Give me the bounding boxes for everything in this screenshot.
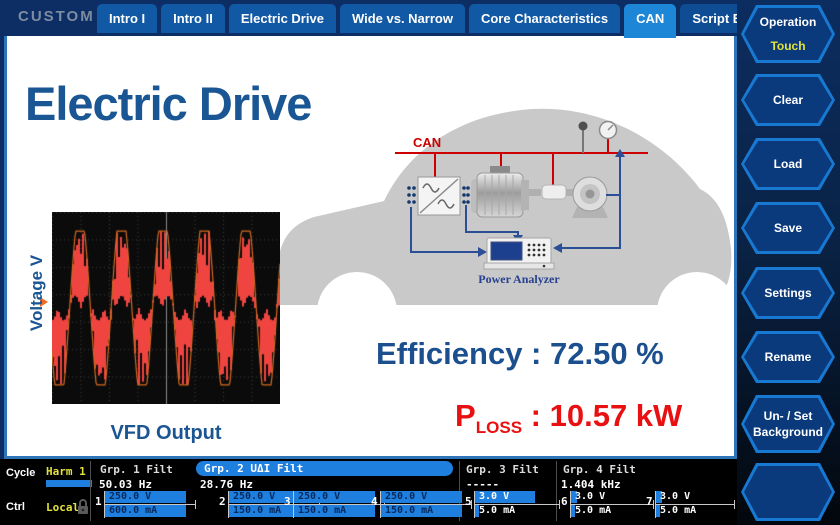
custom-mode-label: CUSTOM <box>18 8 95 25</box>
tab-electric-drive[interactable]: Electric Drive <box>228 4 336 33</box>
voltage-range-bar <box>475 491 536 503</box>
channel-2-range[interactable]: 250.0 V 150.0 mA <box>228 491 320 518</box>
group-1-header[interactable]: Grp. 1 Filt <box>100 463 173 476</box>
group-2-header[interactable]: Grp. 2 UΔI Filt <box>196 461 453 476</box>
load-button[interactable]: Load <box>741 138 835 190</box>
group-1-frequency: 50.03 Hz <box>99 478 152 491</box>
cycle-label: Cycle <box>6 467 36 479</box>
save-button[interactable]: Save <box>741 202 835 254</box>
coupling-icon <box>541 184 575 200</box>
touch-mode-label: Touch <box>770 38 806 53</box>
operation-button[interactable]: Operation Touch <box>741 5 835 63</box>
can-bus-label: CAN <box>413 135 441 150</box>
voltage-range-bar <box>656 491 663 503</box>
ctrl-value: Local <box>46 501 80 514</box>
channel-1-range[interactable]: 250.0 V 600.0 mA <box>104 491 196 518</box>
touch-lock-icon[interactable] <box>76 498 90 515</box>
current-range-bar <box>105 505 186 517</box>
voltage-range-bar <box>571 491 578 503</box>
current-range-bar <box>294 505 375 517</box>
channel-3-range[interactable]: 250.0 V 150.0 mA <box>293 491 385 518</box>
channel-5-number: 5 <box>465 495 472 508</box>
measurement-lines <box>410 156 621 253</box>
drivetrain-diagram: CAN <box>277 108 733 310</box>
tab-strip: Intro I Intro II Electric Drive Wide vs.… <box>97 4 783 38</box>
tab-intro-2[interactable]: Intro II <box>161 4 225 33</box>
unset-background-button[interactable]: Un- / Set Background <box>741 395 835 453</box>
channel-7-range[interactable]: 3.0 V 5.0 mA <box>655 491 735 518</box>
channel-6-number: 6 <box>561 495 568 508</box>
tab-intro-1[interactable]: Intro I <box>97 4 158 33</box>
current-range-bar <box>381 505 462 517</box>
channel-5-range[interactable]: 3.0 V 5.0 mA <box>474 491 560 518</box>
status-bar: Cycle Harm 1 Ctrl Local Grp. 1 Filt 50.0… <box>0 459 737 525</box>
load-machine-icon <box>572 176 608 218</box>
channel-3-number: 3 <box>284 495 291 508</box>
ploss-subscript: LOSS <box>475 418 523 438</box>
temperature-sensor-icon <box>578 121 588 153</box>
empty-softkey-button[interactable] <box>741 463 835 521</box>
softkey-sidebar: Operation Touch Clear Load Save Settings… <box>737 0 840 525</box>
power-analyzer-icon <box>483 237 555 270</box>
group-3-frequency: ----- <box>466 478 500 491</box>
current-range-bar <box>656 505 661 517</box>
voltage-range-bar <box>229 491 310 503</box>
rename-button[interactable]: Rename <box>741 331 835 383</box>
separator <box>90 461 91 521</box>
ctrl-label: Ctrl <box>6 501 25 513</box>
cycle-progress-bar <box>46 480 92 487</box>
efficiency-readout: Efficiency : 72.50 % <box>376 336 664 371</box>
tab-core-characteristics[interactable]: Core Characteristics <box>468 4 621 33</box>
group-4-header[interactable]: Grp. 4 Filt <box>563 463 636 476</box>
group-4-frequency: 1.404 kHz <box>561 478 621 491</box>
current-range-bar <box>571 505 576 517</box>
slide-content: Electric Drive <box>4 33 737 459</box>
gauge-sensor-icon <box>598 120 618 140</box>
ploss-symbol: P <box>455 398 476 433</box>
channel-7-number: 7 <box>646 495 653 508</box>
top-tab-bar: CUSTOM Intro I Intro II Electric Drive W… <box>0 0 840 38</box>
inverter-icon <box>407 176 470 216</box>
tab-wide-vs-narrow[interactable]: Wide vs. Narrow <box>339 4 465 33</box>
motor-icon <box>471 166 541 218</box>
group-3-header[interactable]: Grp. 3 Filt <box>466 463 539 476</box>
waveform-caption: VFD Output <box>110 422 222 444</box>
separator <box>556 461 557 521</box>
cycle-value: Harm 1 <box>46 465 86 478</box>
channel-4-number: 4 <box>371 495 378 508</box>
waveform-y-axis-label: Voltage V <box>27 254 46 332</box>
ploss-value: : 10.57 kW <box>522 398 683 433</box>
clear-button[interactable]: Clear <box>741 74 835 126</box>
group-2-frequency: 28.76 Hz <box>200 478 253 491</box>
current-range-bar <box>475 505 480 517</box>
page-title: Electric Drive <box>25 77 312 130</box>
power-loss-readout: PLOSS : 10.57 kW <box>455 398 682 438</box>
voltage-range-bar <box>381 491 462 503</box>
channel-1-number: 1 <box>95 495 102 508</box>
current-range-bar <box>229 505 310 517</box>
trace-marker-icon <box>40 297 48 307</box>
voltage-range-bar <box>294 491 375 503</box>
power-analyzer-label: Power Analyzer <box>478 272 560 286</box>
channel-6-range[interactable]: 3.0 V 5.0 mA <box>570 491 654 518</box>
settings-button[interactable]: Settings <box>741 267 835 319</box>
channel-2-number: 2 <box>219 495 226 508</box>
voltage-range-bar <box>105 491 186 503</box>
channel-4-range[interactable]: 250.0 V 150.0 mA <box>380 491 472 518</box>
tab-can[interactable]: CAN <box>624 4 677 38</box>
vfd-waveform-chart <box>52 212 280 404</box>
